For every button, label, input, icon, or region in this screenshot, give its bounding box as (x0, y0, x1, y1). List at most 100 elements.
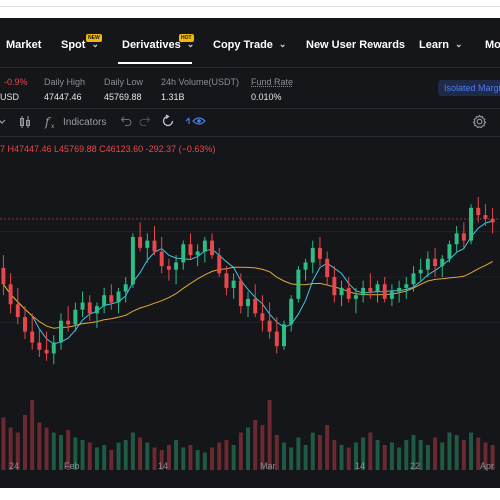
candle-body (152, 240, 157, 252)
candle-type-icon[interactable] (19, 115, 31, 129)
candle (267, 302, 272, 339)
top-navigation: Market Spot ⌄ NEW Derivatives ⌄ HOT Copy T… (0, 18, 500, 68)
candle (361, 280, 366, 303)
candle-body (224, 273, 229, 288)
candle-body (339, 287, 344, 296)
candle (282, 320, 286, 350)
volume-bar (404, 440, 409, 470)
candle (246, 291, 250, 318)
candle-body (138, 236, 143, 248)
volume-bar (260, 425, 265, 470)
candle (102, 287, 107, 314)
x-axis-label: Apr (480, 461, 495, 471)
volume-bar (159, 450, 164, 470)
candle-body (66, 320, 71, 325)
settings-icon[interactable] (472, 114, 487, 129)
candle (418, 258, 423, 281)
candle (58, 313, 63, 350)
daily-low-value: 45769.88 (104, 92, 142, 102)
candlestick-chart[interactable] (0, 138, 500, 488)
candle-body (73, 309, 78, 325)
candle-body (188, 244, 193, 256)
candle-body (310, 247, 315, 263)
candle-body (476, 207, 481, 216)
candle-body (368, 287, 373, 292)
volume-bar (123, 440, 128, 470)
app-window: Market Spot ⌄ NEW Derivatives ⌄ HOT Copy T… (0, 18, 500, 488)
candle-body (461, 233, 466, 241)
candle (483, 204, 488, 227)
candle (87, 295, 92, 321)
candle-body (217, 255, 222, 274)
volume-bar (44, 427, 49, 470)
candle (51, 335, 56, 365)
chevron-down-icon: ⌄ (91, 39, 99, 49)
eye-icon[interactable] (185, 115, 207, 127)
nav-spot[interactable]: Spot ⌄ (61, 39, 99, 51)
candle-body (181, 244, 186, 263)
volume-bar (447, 432, 452, 470)
volume-bar (282, 442, 286, 470)
candle (260, 295, 265, 332)
volume-bar (433, 437, 438, 470)
isolated-margin-button[interactable]: Isolated Margin (438, 80, 500, 96)
reset-icon[interactable] (161, 114, 175, 128)
volume-bar (73, 437, 78, 470)
volume-bar (30, 400, 35, 470)
nav-copy-trade[interactable]: Copy Trade ⌄ (213, 39, 287, 51)
volume-bar (138, 437, 143, 470)
chevron-down-icon[interactable] (0, 117, 6, 127)
volume-bar (368, 432, 373, 470)
daily-high-value: 47447.46 (44, 92, 82, 102)
candle-body (418, 269, 423, 274)
candle (389, 284, 394, 307)
volume-bar (469, 432, 474, 470)
candle-body (490, 218, 495, 223)
candle-body (411, 273, 416, 285)
candle (375, 280, 380, 303)
redo-icon[interactable] (139, 115, 151, 127)
volume-bar (1, 417, 6, 470)
candle-body (202, 240, 207, 252)
hot-badge: HOT (179, 34, 194, 42)
candle-body (397, 287, 402, 292)
candle (476, 196, 481, 223)
volume-bar (325, 425, 330, 470)
volume-bar (166, 445, 171, 470)
candle-body (174, 262, 179, 270)
undo-icon[interactable] (120, 115, 132, 127)
nav-learn[interactable]: Learn ⌄ (419, 39, 463, 51)
nav-derivatives[interactable]: Derivatives ⌄ (122, 39, 195, 51)
x-axis-label: 14 (355, 461, 366, 471)
fund-rate-label[interactable]: Fund Rate (251, 77, 294, 87)
indicators-button[interactable]: Indicators (63, 117, 107, 128)
candle (109, 284, 114, 310)
candle (346, 277, 351, 303)
nav-more[interactable]: Mo (485, 39, 500, 51)
volume-bar (440, 442, 445, 470)
candle (94, 302, 99, 328)
volume-bar (58, 435, 63, 470)
candle-body (102, 295, 107, 307)
nav-market[interactable]: Market (6, 39, 42, 51)
candle-body (389, 291, 394, 299)
candle-body (58, 320, 63, 343)
candle-body (15, 304, 20, 318)
ohlc-readout: 7 H47447.46 L45769.88 C46123.60 -292.37 … (0, 144, 216, 154)
candle-body (404, 284, 409, 288)
candle (411, 266, 416, 292)
svg-text:x: x (51, 123, 55, 129)
price-unit: USD (0, 92, 20, 102)
candle-body (246, 298, 250, 307)
volume-bar (116, 442, 121, 470)
nav-new-user-rewards[interactable]: New User Rewards (306, 39, 406, 51)
candle (368, 273, 373, 299)
candle (166, 258, 171, 281)
volume-bar (289, 447, 294, 470)
candle-body (303, 262, 308, 270)
fund-rate-value: 0.010% (251, 92, 282, 102)
candle-body (332, 277, 337, 296)
volume-bar (425, 445, 430, 470)
candle-body (469, 207, 474, 241)
